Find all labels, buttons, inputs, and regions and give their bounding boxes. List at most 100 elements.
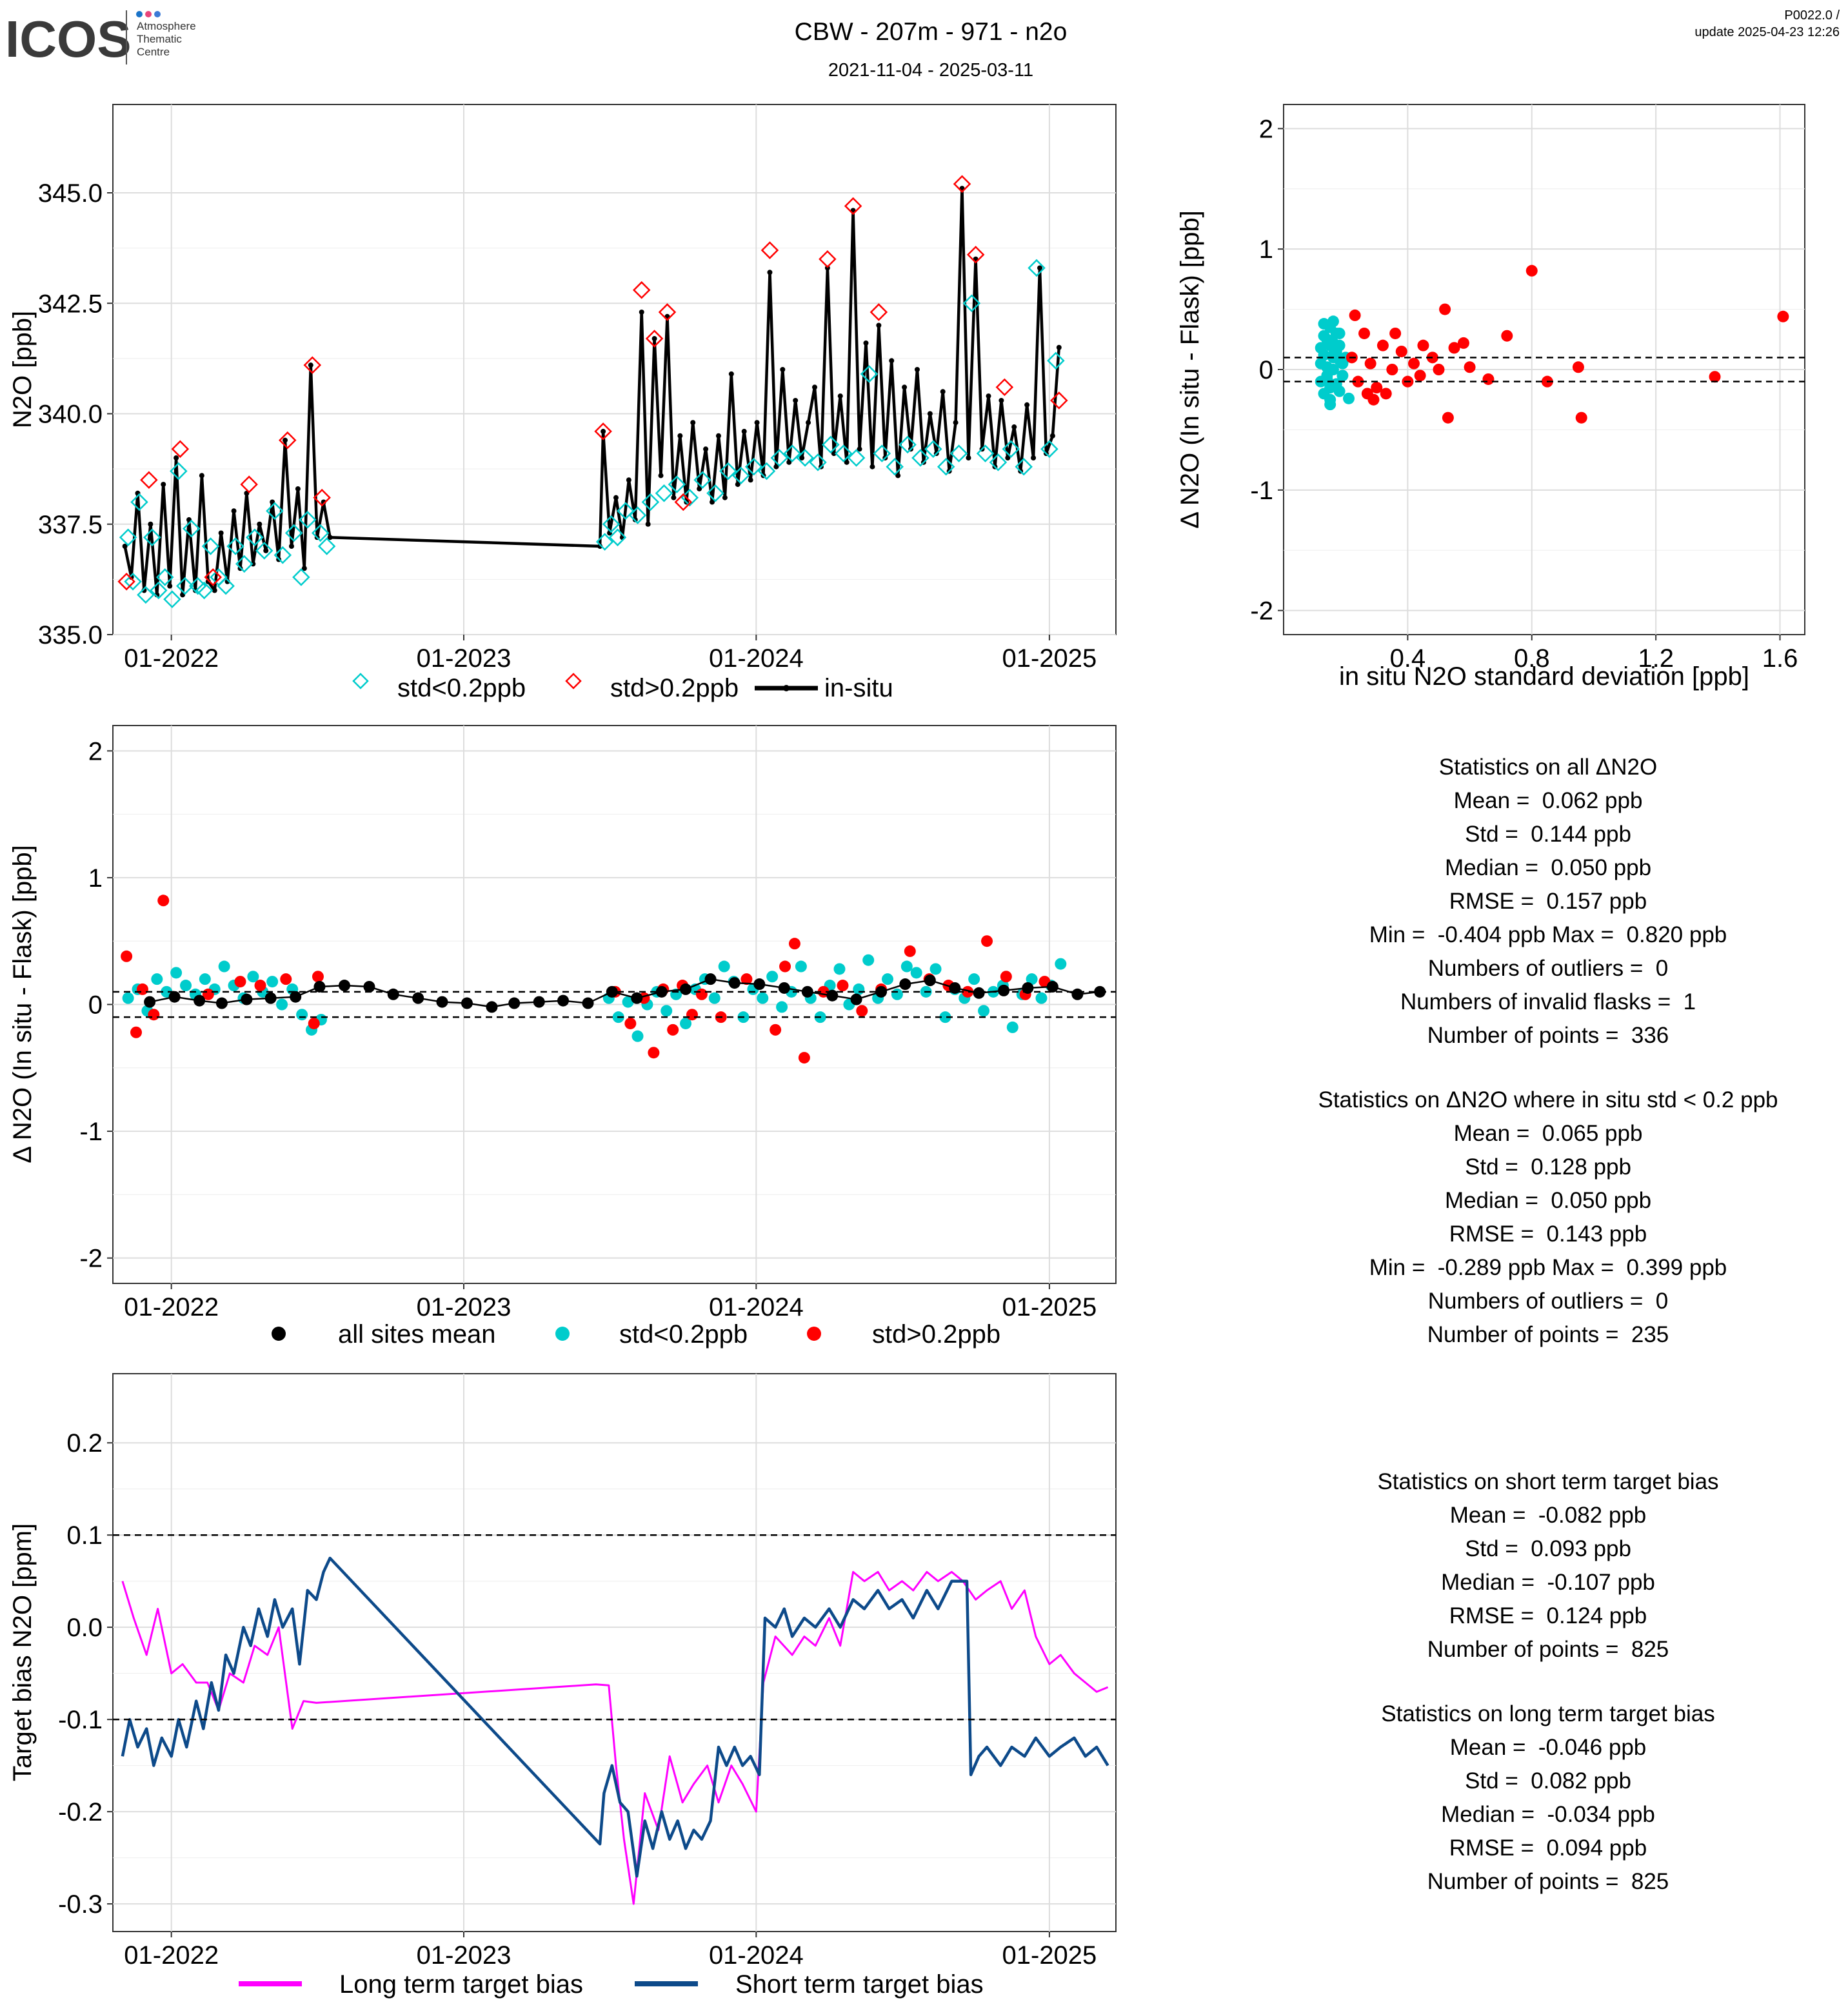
low-std-point <box>766 971 779 983</box>
low-std-point <box>1333 385 1346 397</box>
insitu-point <box>645 521 651 527</box>
insitu-point <box>327 535 333 540</box>
flask-low-std-point <box>873 444 891 462</box>
stats-low-minmax: Min = -0.289 ppb Max = 0.399 ppb <box>1369 1255 1727 1280</box>
low-std-point <box>1006 1021 1018 1033</box>
y-tick-label: -0.3 <box>58 1890 103 1919</box>
high-std-point <box>1575 411 1587 424</box>
low-std-point <box>1343 392 1355 404</box>
high-std-point <box>312 971 324 983</box>
low-std-point <box>929 963 942 975</box>
flask-low-std-point <box>292 568 310 586</box>
flask-high-std-point <box>313 488 331 507</box>
insitu-point <box>677 433 683 439</box>
high-std-point <box>1525 264 1538 277</box>
stats-all-outliers: Numbers of outliers = 0 <box>1427 956 1669 981</box>
x-tick-label: 01-2023 <box>417 1293 512 1321</box>
insitu-point <box>199 473 204 479</box>
insitu-point <box>863 340 869 346</box>
legend-swatch-low-std <box>352 673 369 689</box>
flask-low-std-point <box>255 542 273 560</box>
y-tick-label: 1 <box>1259 235 1273 264</box>
stats-long-mean: Mean = -0.046 ppb <box>1449 1735 1647 1760</box>
y-tick-label: 335.0 <box>38 621 103 649</box>
panel-delta-vs-std: -2 -1 0 1 2 0.4 0.8 1.2 1.6 Δ N2O (In situ - Fla… <box>1176 104 1805 691</box>
flask-high-std-point <box>140 471 158 489</box>
low-std-point <box>180 980 192 992</box>
panel-target-bias: -0.3 -0.2 -0.1 0.0 0.1 0.2 01-2022 01-2023 01-20… <box>8 1373 1117 1970</box>
high-std-point <box>740 973 753 985</box>
flask-low-std-point <box>595 533 614 551</box>
delta-vs-std-xlabel: in situ N2O standard deviation [ppb] <box>1339 662 1749 691</box>
insitu-point <box>613 495 619 500</box>
flask-low-std-point <box>989 453 1008 471</box>
high-std-point <box>624 1017 637 1029</box>
high-std-point <box>1389 327 1402 339</box>
insitu-point <box>927 411 933 417</box>
insitu-point <box>895 473 901 479</box>
panel-timeseries-grid <box>113 104 1116 635</box>
high-std-point <box>1709 371 1721 383</box>
flask-high-std-point <box>303 356 322 374</box>
all-sites-mean-point <box>144 996 156 1008</box>
y-tick-label: -0.1 <box>58 1706 103 1734</box>
insitu-point <box>167 583 173 589</box>
high-std-point <box>130 1026 143 1038</box>
low-std-point <box>853 983 865 995</box>
high-std-point <box>254 980 266 992</box>
insitu-point <box>793 397 799 403</box>
all-sites-mean-point <box>264 992 277 1004</box>
insitu-point <box>295 486 301 491</box>
insitu-point <box>1005 455 1011 460</box>
insitu-point <box>263 548 269 553</box>
high-std-point <box>695 988 708 1000</box>
flask-low-std-point <box>1028 259 1046 277</box>
flask-low-std-point <box>226 537 244 555</box>
low-std-point <box>1321 361 1333 373</box>
flask-high-std-point <box>240 475 258 493</box>
panel-delta-timeseries-axes: -2 -1 0 1 2 01-2022 01-2023 01-2024 01-2025 <box>79 737 1116 1321</box>
high-std-point <box>856 1005 868 1017</box>
high-std-point <box>121 950 133 962</box>
high-std-point <box>1352 375 1364 388</box>
flask-low-std-point <box>1040 440 1058 459</box>
panel-delta-vs-std-grid <box>1284 104 1805 635</box>
high-std-point <box>1417 339 1429 351</box>
flask-low-std-point <box>130 493 148 511</box>
flask-high-std-point <box>632 281 651 299</box>
all-sites-mean-point <box>1022 982 1034 994</box>
stats-low-std: Std = 0.128 ppb <box>1465 1154 1631 1180</box>
x-tick-label: 01-2024 <box>709 644 804 673</box>
x-tick-label: 1.6 <box>1762 644 1798 673</box>
all-sites-mean-point <box>680 983 692 995</box>
stats-all-std: Std = 0.144 ppb <box>1465 822 1631 847</box>
insitu-point <box>174 455 179 460</box>
all-sites-mean-point <box>924 974 936 987</box>
high-std-point <box>798 1052 810 1064</box>
x-tick-label: 0.4 <box>1390 644 1426 673</box>
high-std-point <box>1358 327 1371 339</box>
high-std-point <box>1367 393 1380 406</box>
y-tick-label: -2 <box>79 1245 103 1273</box>
insitu-point <box>308 362 313 368</box>
insitu-point <box>857 446 862 452</box>
high-std-point <box>981 935 993 947</box>
insitu-point <box>728 371 734 377</box>
stats-short-title: Statistics on short term target bias <box>1377 1469 1719 1494</box>
flask-low-std-point <box>847 449 866 467</box>
legend-label-all-sites-mean: all sites mean <box>338 1320 496 1349</box>
flask-low-std-point <box>937 457 955 476</box>
legend-timeseries: std<0.2ppb std>0.2ppb in-situ <box>352 673 893 702</box>
insitu-point <box>231 508 237 514</box>
low-std-point <box>1318 318 1330 330</box>
stats-all-mean: Mean = 0.062 ppb <box>1453 788 1643 813</box>
flask-high-std-point <box>869 303 888 321</box>
update-label: update 2025-04-23 12:26 <box>1694 25 1840 39</box>
legend-label-high-std: std>0.2ppb <box>610 674 739 702</box>
low-std-point <box>708 992 720 1004</box>
insitu-point <box>767 270 773 275</box>
flask-low-std-point <box>911 449 929 467</box>
insitu-point <box>301 566 307 571</box>
insitu-point <box>690 420 696 426</box>
flask-low-std-point <box>119 528 137 547</box>
